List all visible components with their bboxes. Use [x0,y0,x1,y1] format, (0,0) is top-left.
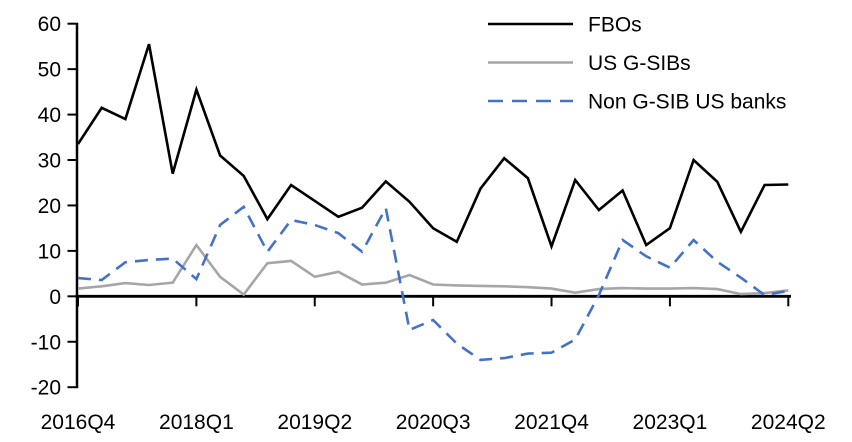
y-tick-label: 10 [38,240,61,263]
y-tick-label: 20 [38,195,61,218]
y-tick-label: -20 [31,377,61,400]
legend-item-fbos: FBOs [488,14,642,37]
x-tick-label: 2021Q4 [514,411,589,434]
y-tick-label: 30 [38,150,61,173]
series-line-non-g-sib-us-banks [77,204,789,362]
series-line-us-g-sibs [77,242,789,297]
x-tick-label: 2023Q1 [633,411,708,434]
x-tick-label: 2020Q3 [396,411,471,434]
y-tick-label: 0 [49,286,61,309]
x-tick-label: 2016Q4 [41,411,116,434]
legend-item-us-g-sibs: US G-SIBs [488,52,691,75]
legend-label-non-g-sib-us-banks: Non G-SIB US banks [588,91,786,114]
series-line-fbos [76,43,789,251]
x-tick-label: 2019Q2 [277,411,352,434]
legend-label-us-g-sibs: US G-SIBs [588,52,691,75]
y-tick-label: -10 [31,331,61,354]
legend-item-non-g-sib-us-banks: Non G-SIB US banks [488,91,786,114]
y-tick-label: 60 [38,13,61,36]
legend-label-fbos: FBOs [588,14,642,37]
x-tick-label: 2024Q2 [751,411,826,434]
x-tick-label: 2018Q1 [159,411,234,434]
y-tick-label: 50 [38,59,61,82]
y-tick-label: 40 [38,104,61,127]
